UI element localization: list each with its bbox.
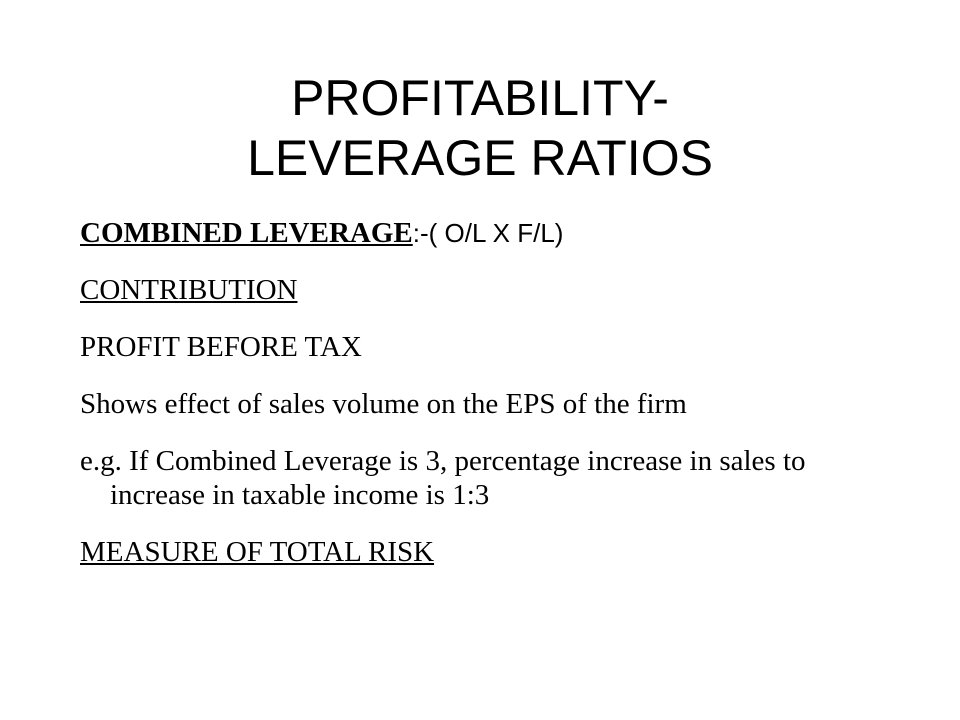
contribution-text: CONTRIBUTION bbox=[80, 274, 298, 306]
profit-before-tax-text: PROFIT BEFORE TAX bbox=[80, 331, 362, 363]
slide-title-line-2: LEVERAGE RATIOS bbox=[247, 130, 713, 186]
combined-leverage-formula: :-( O/L X F/L) bbox=[412, 218, 564, 248]
bullet-total-risk: MEASURE OF TOTAL RISK bbox=[80, 535, 880, 569]
bullet-combined-leverage: COMBINED LEVERAGE:-( O/L X F/L) bbox=[80, 216, 880, 250]
bullet-contribution: CONTRIBUTION bbox=[80, 273, 880, 307]
sales-volume-effect-text: Shows effect of sales volume on the EPS … bbox=[80, 388, 687, 420]
bullet-example: e.g. If Combined Leverage is 3, percenta… bbox=[80, 444, 880, 512]
slide-title-line-1: PROFITABILITY- bbox=[291, 70, 669, 126]
slide-title: PROFITABILITY- LEVERAGE RATIOS bbox=[80, 68, 880, 188]
bullet-list: COMBINED LEVERAGE:-( O/L X F/L) CONTRIBU… bbox=[80, 216, 880, 592]
bullet-profit-before-tax: PROFIT BEFORE TAX bbox=[80, 330, 880, 364]
total-risk-text: MEASURE OF TOTAL RISK bbox=[80, 536, 435, 568]
example-text: e.g. If Combined Leverage is 3, percenta… bbox=[80, 445, 806, 511]
bullet-sales-volume-effect: Shows effect of sales volume on the EPS … bbox=[80, 387, 880, 421]
combined-leverage-label: COMBINED LEVERAGE bbox=[80, 217, 413, 249]
